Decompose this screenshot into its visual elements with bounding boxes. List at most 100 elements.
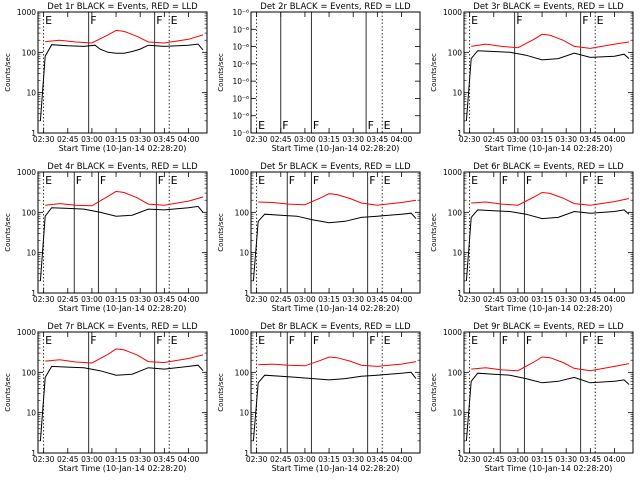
flag-label: E — [45, 14, 52, 27]
y-tick-label: 10⁻⁶ — [232, 77, 249, 86]
x-tick-label: 03:30 — [129, 135, 151, 144]
y-axis-label: Counts/sec — [4, 373, 12, 412]
flag-label: F — [369, 334, 375, 347]
panel-title: Det 7r BLACK = Events, RED = LLD — [47, 322, 198, 332]
x-tick-label: 02:30 — [33, 455, 55, 464]
flag-label: E — [45, 334, 52, 347]
y-axis-label: Counts/sec — [4, 53, 12, 92]
flag-label: E — [384, 119, 391, 132]
flag-label: E — [258, 174, 265, 187]
x-tick-label: 03:30 — [555, 295, 577, 304]
plot-frame — [463, 11, 634, 134]
y-tick-label: 1000 — [17, 8, 36, 17]
x-tick-label: 02:45 — [483, 295, 505, 304]
events-series-line — [39, 43, 204, 121]
x-tick-label: 03:30 — [555, 135, 577, 144]
events-series-line — [465, 209, 630, 281]
x-tick-label: 03:45 — [154, 455, 176, 464]
y-tick-label: 10⁻⁶ — [232, 129, 249, 138]
flag-label: E — [471, 14, 478, 27]
flag-label: E — [597, 174, 604, 187]
y-tick-label: 1 — [244, 449, 249, 458]
x-tick-label: 03:15 — [318, 135, 340, 144]
x-tick-label: 03:45 — [580, 135, 602, 144]
x-axis-label: Start Time (10-Jan-14 02:28:20) — [272, 464, 400, 473]
lld-series-line — [45, 190, 204, 207]
flag-label: F — [158, 174, 164, 187]
flag-label: F — [289, 174, 295, 187]
y-tick-label: 1 — [31, 129, 36, 138]
x-tick-label: 02:45 — [57, 295, 79, 304]
flag-label: F — [582, 174, 588, 187]
y-tick-label: 1000 — [17, 328, 36, 337]
panel-title: Det 4r BLACK = Events, RED = LLD — [47, 162, 198, 172]
flag-label: E — [258, 334, 265, 347]
flag-label: F — [90, 14, 96, 27]
x-tick-label: 03:00 — [81, 135, 103, 144]
x-tick-label: 03:45 — [367, 135, 389, 144]
x-tick-label: 03:30 — [342, 295, 364, 304]
flag-label: F — [313, 174, 319, 187]
x-tick-label: 04:00 — [604, 135, 626, 144]
plot-frame — [37, 331, 208, 454]
y-tick-label: 10⁻⁶ — [232, 25, 249, 34]
x-tick-label: 03:00 — [294, 455, 316, 464]
flag-label: F — [502, 334, 508, 347]
x-tick-label: 04:00 — [391, 135, 413, 144]
events-series-line — [39, 364, 204, 441]
x-tick-label: 04:00 — [178, 295, 200, 304]
y-tick-label: 1 — [457, 289, 462, 298]
y-tick-label: 1000 — [443, 328, 462, 337]
flag-label: F — [156, 14, 162, 27]
x-tick-label: 03:30 — [129, 295, 151, 304]
lld-series-line — [45, 348, 204, 364]
x-tick-label: 03:00 — [81, 455, 103, 464]
y-tick-label: 10⁻⁶ — [232, 112, 249, 121]
events-series-line — [465, 372, 630, 441]
x-tick-label: 02:30 — [459, 455, 481, 464]
plot-frame — [463, 171, 634, 294]
x-tick-label: 04:00 — [391, 455, 413, 464]
lld-series-line — [471, 356, 630, 372]
flag-label: E — [45, 174, 52, 187]
x-tick-label: 02:30 — [33, 135, 55, 144]
flag-label: F — [100, 174, 106, 187]
flag-label: F — [368, 119, 374, 132]
y-axis-label: Counts/sec — [217, 53, 225, 92]
x-tick-label: 03:00 — [294, 295, 316, 304]
lld-series-line — [258, 193, 417, 206]
x-tick-label: 03:15 — [531, 135, 553, 144]
x-tick-label: 03:00 — [507, 455, 529, 464]
x-tick-label: 03:45 — [154, 295, 176, 304]
x-tick-label: 03:45 — [367, 455, 389, 464]
flag-label: F — [156, 334, 162, 347]
x-axis-label: Start Time (10-Jan-14 02:28:20) — [272, 304, 400, 313]
x-tick-label: 03:15 — [105, 135, 127, 144]
flag-label: F — [90, 334, 96, 347]
y-tick-label: 10 — [452, 249, 462, 258]
y-tick-label: 10 — [239, 409, 249, 418]
flag-label: E — [171, 174, 178, 187]
x-tick-label: 02:45 — [270, 455, 292, 464]
flag-label: F — [526, 174, 532, 187]
x-axis-label: Start Time (10-Jan-14 02:28:20) — [485, 304, 613, 313]
y-tick-label: 10 — [452, 409, 462, 418]
x-tick-label: 02:30 — [246, 295, 268, 304]
x-tick-label: 04:00 — [178, 135, 200, 144]
y-tick-label: 1 — [244, 289, 249, 298]
x-tick-label: 03:00 — [294, 135, 316, 144]
y-tick-label: 100 — [22, 48, 37, 57]
y-tick-label: 1000 — [443, 8, 462, 17]
x-tick-label: 02:30 — [246, 135, 268, 144]
x-tick-label: 02:30 — [33, 295, 55, 304]
x-tick-label: 03:15 — [318, 455, 340, 464]
y-axis-label: Counts/sec — [217, 213, 225, 252]
y-tick-label: 100 — [22, 368, 37, 377]
flag-label: E — [471, 174, 478, 187]
y-tick-label: 1 — [457, 449, 462, 458]
